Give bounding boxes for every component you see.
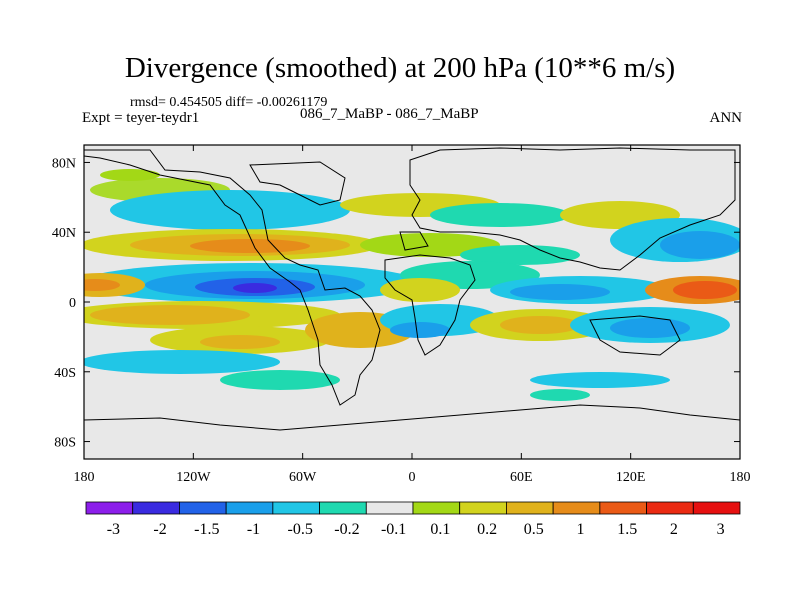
- coastline-australia: [589, 315, 681, 356]
- colorbar-box: [365, 501, 414, 515]
- field-patch: [500, 316, 580, 334]
- axes: 180 120W 60W 0 60E 120E 180 80N 40N 0 40S 80S: [52, 145, 751, 485]
- colorbar-label: 1: [577, 521, 585, 538]
- colorbar-label: 3: [717, 521, 725, 538]
- coastline-americas: [84, 149, 381, 406]
- colorbar: -3 -2 -1.5 -1 -0.5 -0.2 -0.1 0.1 0.2 0.5 1 1.5 2 3: [85, 501, 741, 538]
- y-tick-label: 40N: [52, 226, 76, 241]
- colorbar-box: [319, 501, 367, 515]
- field-patch: [90, 305, 250, 325]
- colorbar-label: -0.1: [381, 521, 406, 538]
- field-patch: [110, 190, 350, 230]
- field-patch: [673, 281, 737, 299]
- field-patch: [660, 231, 740, 259]
- field-patch: [510, 284, 610, 300]
- coastline-iberia: [399, 231, 429, 251]
- colorbar-box: [272, 501, 320, 515]
- x-tick-label: 180: [74, 470, 95, 485]
- coastline-africa: [384, 254, 476, 356]
- colorbar-label: 1.5: [617, 521, 637, 538]
- colorbar-box: [599, 501, 647, 515]
- field-patch: [390, 322, 450, 338]
- season-label: ANN: [709, 110, 743, 126]
- experiment-label: Expt = teyer-teydr1: [82, 110, 200, 126]
- field-patch: [200, 335, 280, 349]
- colorbar-label: -0.2: [334, 521, 359, 538]
- chart-title: Divergence (smoothed) at 200 hPa (10**6 …: [124, 52, 676, 84]
- x-tick-label: 60W: [289, 470, 317, 485]
- y-tick-label: 0: [69, 296, 76, 311]
- colorbar-box: [85, 501, 134, 515]
- colorbar-label: 0.2: [477, 521, 497, 538]
- field-patch: [430, 203, 570, 227]
- field-patch: [460, 245, 580, 265]
- field-patch: [190, 239, 310, 253]
- x-tick-label: 120W: [176, 470, 211, 485]
- colorbar-box: [179, 501, 227, 515]
- field-patch: [360, 233, 500, 257]
- x-tick-label: 0: [409, 470, 416, 485]
- coastline-greenland: [249, 161, 346, 206]
- colorbar-label: -3: [107, 521, 120, 538]
- x-tick-label: 60E: [510, 470, 533, 485]
- y-tick-label: 80N: [52, 156, 76, 171]
- colorbar-label: -1: [247, 521, 260, 538]
- colorbar-box: [412, 501, 461, 515]
- colorbar-box: [552, 501, 601, 515]
- stats-text: rmsd= 0.454505 diff= -0.00261179: [130, 95, 328, 110]
- field-patch: [84, 279, 120, 291]
- colorbar-box: [459, 501, 507, 515]
- field-layer: [84, 169, 740, 401]
- coastlines: [84, 147, 740, 431]
- colorbar-box: [132, 501, 180, 515]
- field-patch: [100, 169, 160, 181]
- case-label: 086_7_MaBP - 086_7_MaBP: [300, 106, 479, 122]
- field-patch: [530, 389, 590, 401]
- colorbar-box: [692, 501, 741, 515]
- colorbar-box: [225, 501, 274, 515]
- colorbar-box: [506, 501, 554, 515]
- field-patch: [84, 350, 280, 374]
- x-tick-label: 120E: [616, 470, 646, 485]
- y-tick-label: 40S: [54, 366, 76, 381]
- y-tick-label: 80S: [54, 436, 76, 451]
- field-patch: [220, 370, 340, 390]
- x-tick-label: 180: [730, 470, 751, 485]
- colorbar-label: 0.5: [524, 521, 544, 538]
- colorbar-label: 2: [670, 521, 678, 538]
- colorbar-label: -2: [153, 521, 166, 538]
- field-patch: [380, 278, 460, 302]
- colorbar-label: -0.5: [288, 521, 313, 538]
- colorbar-label: 0.1: [430, 521, 450, 538]
- colorbar-box: [646, 501, 694, 515]
- coastline-antarctica: [84, 404, 740, 431]
- field-patch: [610, 318, 690, 338]
- field-patch: [530, 372, 670, 388]
- colorbar-label: -1.5: [194, 521, 219, 538]
- coastline-eurasia: [409, 147, 736, 271]
- field-patch: [233, 283, 277, 293]
